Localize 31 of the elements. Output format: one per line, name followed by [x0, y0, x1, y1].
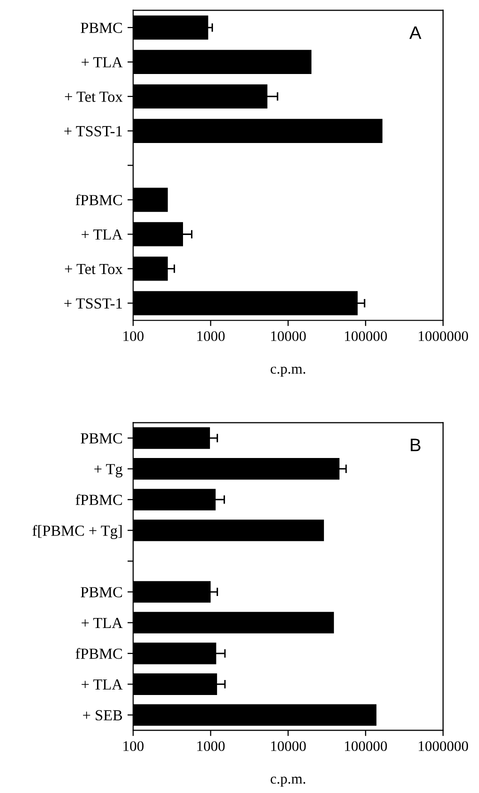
- x-axis-title: c.p.m.: [270, 776, 306, 787]
- x-tick-label: 1000: [197, 331, 225, 342]
- y-tick-label: f[PBMC + Tg]: [32, 524, 122, 540]
- y-tick-label: + TLA: [82, 57, 123, 68]
- x-tick-label: 10000: [271, 741, 306, 752]
- x-tick-label: 100000: [345, 331, 387, 342]
- x-tick-label: 100: [124, 331, 144, 342]
- x-tick-label: 100000: [345, 741, 387, 752]
- x-tick-label: 1000000: [418, 331, 468, 342]
- y-tick-label: + TLA: [82, 679, 123, 690]
- y-tick-label: + SEB: [83, 710, 122, 720]
- y-tick-label: + Tet Tox: [64, 264, 123, 274]
- x-tick-label: 10000: [271, 331, 306, 342]
- y-tick-label: + Tet Tox: [64, 92, 123, 102]
- y-tick-label: + TLA: [82, 618, 123, 628]
- x-tick-label: 100: [124, 741, 144, 752]
- y-tick-label: PBMC: [80, 22, 122, 33]
- y-tick-label: fPBMC: [76, 194, 122, 206]
- y-tick-label: PBMC: [80, 433, 122, 444]
- annotation: A: [409, 26, 422, 39]
- x-tick-label: 1000000: [418, 741, 468, 752]
- y-tick-label: + Tg: [94, 464, 122, 478]
- y-tick-label: fPBMC: [76, 648, 122, 659]
- x-tick-label: 1000: [197, 741, 225, 752]
- y-tick-label: + TSST-1: [64, 298, 122, 309]
- x-axis-title: c.p.m.: [270, 366, 306, 377]
- y-tick-label: + TLA: [82, 229, 123, 240]
- y-tick-label: PBMC: [80, 587, 122, 598]
- y-tick-label: + TSST-1: [64, 126, 122, 136]
- annotation: B: [410, 438, 420, 452]
- y-tick-label: fPBMC: [76, 494, 122, 506]
